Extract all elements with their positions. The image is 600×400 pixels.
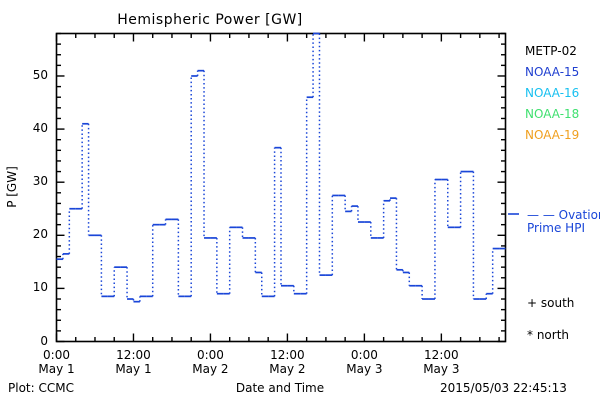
- legend-item-metop-02: METP-02: [525, 44, 577, 58]
- y-tick-label: 0: [40, 333, 48, 348]
- x-tick-label: 0:00 May 2: [192, 348, 229, 376]
- legend-item-north: * north: [527, 328, 570, 342]
- legend-item-south: + south: [527, 296, 575, 310]
- legend-item-noaa-18: NOAA-18: [525, 107, 580, 121]
- x-tick-label: 12:00 May 2: [269, 348, 306, 376]
- y-tick-label: 50: [32, 67, 48, 82]
- y-tick-label: 40: [32, 121, 48, 136]
- data-series-layer: [56, 32, 506, 303]
- y-tick-label: 30: [32, 174, 48, 189]
- y-tick-label: 10: [32, 280, 48, 295]
- legend-item-ovation-prime-hpi: — — Ovation Prime HPI: [527, 208, 600, 235]
- x-axis-ticks: [55, 33, 500, 342]
- axes-frame: [55, 32, 507, 343]
- x-tick-label: 12:00 May 1: [115, 348, 152, 376]
- y-tick-label: 20: [32, 227, 48, 242]
- legend-item-noaa-19: NOAA-19: [525, 128, 580, 142]
- page-title: Hemispheric Power [GW]: [117, 12, 303, 28]
- plot-timestamp: 2015/05/03 22:45:13: [440, 381, 567, 395]
- x-axis-label: Date and Time: [235, 381, 325, 395]
- plot-credit: Plot: CCMC: [8, 381, 74, 395]
- x-tick-label: 0:00 May 3: [346, 348, 383, 376]
- x-tick-label: 12:00 May 3: [423, 348, 460, 376]
- legend-item-noaa-15: NOAA-15: [525, 65, 580, 79]
- y-axis-ticks: [56, 32, 506, 343]
- legend-item-noaa-16: NOAA-16: [525, 86, 580, 100]
- x-tick-label: 0:00 May 1: [38, 348, 75, 376]
